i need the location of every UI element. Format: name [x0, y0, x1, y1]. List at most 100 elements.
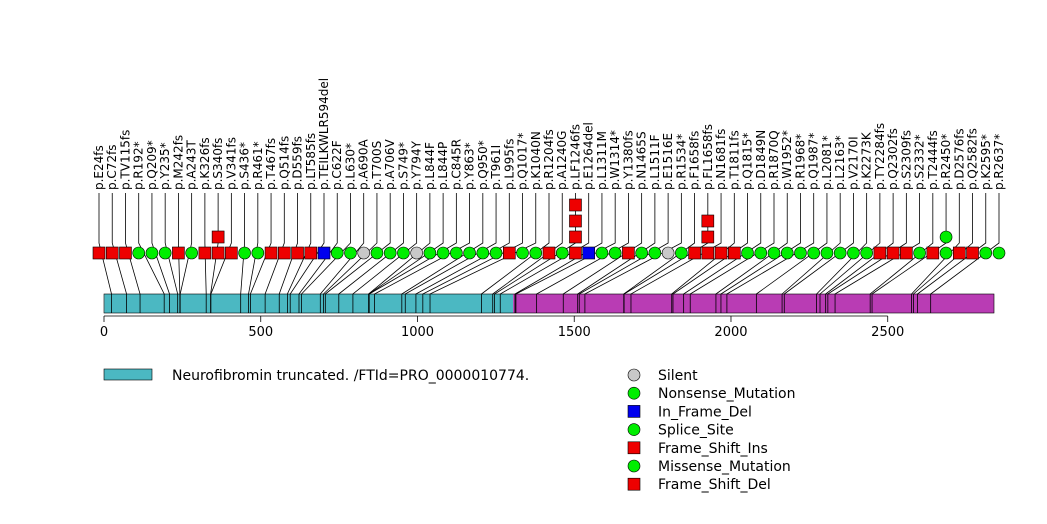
mutation-label: p.N1465S: [635, 131, 649, 190]
mutation-marker: [913, 246, 926, 260]
mutation-marker: [886, 246, 900, 260]
mutation-marker: [489, 246, 503, 260]
legend-swatch: [627, 477, 641, 491]
protein-domain: [513, 294, 994, 313]
legend-label: In_Frame_Del: [658, 404, 752, 420]
mutation-label: p.S436*: [238, 142, 252, 190]
mutation-marker: [251, 246, 265, 260]
mutation-marker: [582, 246, 596, 260]
protein-track-outline: [103, 293, 995, 314]
mutation-label: p.Y235*: [158, 142, 172, 190]
mutation-label: p.T1811fs: [727, 130, 741, 190]
mutation-label: p.S749*: [396, 142, 410, 190]
mutation-markers: [92, 198, 1006, 260]
mutation-label: p.A1240G: [555, 131, 569, 190]
mutation-label: p.A690A: [357, 138, 371, 190]
mutation-marker: [436, 246, 450, 260]
mutation-marker: [661, 246, 675, 260]
mutation-label: p.R1968*: [793, 134, 807, 190]
mutation-marker: [304, 246, 318, 260]
mutation-label: p.T467fs: [264, 138, 278, 190]
mutation-marker: [145, 246, 159, 260]
mutation-label: p.K326fs: [198, 137, 212, 190]
mutation-marker: [622, 246, 635, 260]
mutation-label: p.C72fs: [105, 144, 119, 190]
mutation-label: p.T700S: [370, 141, 384, 190]
mutation-marker: [423, 246, 437, 260]
mutation-label: p.Y1380fs: [621, 130, 635, 190]
mutation-marker: [860, 246, 873, 260]
mutation-label: p.S2332*: [913, 134, 927, 190]
mutation-marker: [569, 230, 582, 244]
mutation-marker: [873, 246, 887, 260]
legend-swatch: [627, 441, 641, 455]
mutation-marker: [595, 246, 609, 260]
mutation-marker: [463, 246, 476, 260]
mutation-label: p.LF1246fs: [568, 124, 582, 190]
mutation-marker: [979, 246, 993, 260]
mutation-label: p.R2450*: [939, 134, 953, 190]
mutation-labels: p.E24fs p.C72fs p.TV115fs p.R192* p.Q209* p.Y…: [92, 78, 1006, 190]
mutation-marker: [608, 246, 622, 260]
mutation-marker: [701, 230, 715, 244]
mutation-label: p.C622F: [330, 140, 344, 190]
mutation-marker: [754, 246, 768, 260]
mutation-label: p.F1658fs: [688, 131, 702, 190]
mutation-marker: [900, 246, 913, 260]
mutation-label: p.LT585fs: [304, 133, 318, 190]
mutation-label: p.R2637*: [992, 134, 1006, 190]
mutation-label: p.Q1017*: [516, 133, 530, 190]
mutation-label: p.C845R: [449, 139, 463, 190]
mutation-marker: [397, 246, 410, 260]
mutation-marker: [780, 246, 794, 260]
mutation-marker: [820, 246, 834, 260]
mutation-marker: [701, 246, 715, 260]
mutation-label: p.R1870Q: [767, 130, 781, 190]
mutation-marker: [357, 246, 371, 260]
mutation-label: p.Q514fs: [277, 136, 291, 190]
mutation-label: p.N1681fs: [714, 129, 728, 190]
mutation-label: p.A706V: [383, 138, 397, 190]
mutation-label: p.Q2302fs: [886, 128, 900, 190]
mutation-marker: [132, 246, 146, 260]
mutation-marker: [939, 246, 953, 260]
x-tick-label: 2500: [871, 325, 904, 340]
mutation-label: p.L630*: [343, 143, 357, 190]
mutation-marker: [555, 246, 569, 260]
mutation-label: p.L1511F: [648, 134, 662, 190]
mutation-label: p.Q1815*: [741, 133, 755, 190]
mutation-marker: [542, 246, 556, 260]
mutation-marker: [569, 246, 582, 260]
mutation-marker: [952, 246, 966, 260]
mutation-label: p.K1040N: [529, 131, 543, 190]
protein-domain: [104, 294, 514, 313]
mutation-marker: [833, 246, 847, 260]
x-tick-label: 500: [248, 325, 273, 340]
mutation-marker: [291, 246, 304, 260]
mutation-label: p.Q1987*: [807, 133, 821, 190]
mutation-marker: [119, 246, 132, 260]
mutation-label: p.M242fs: [171, 135, 185, 190]
legend-swatch: [627, 459, 641, 473]
mutation-label: p.TY2284fs: [873, 123, 887, 190]
mutation-label: p.Q209*: [145, 140, 159, 190]
mutation-marker: [992, 246, 1006, 260]
mutation-label: p.D1849N: [754, 130, 768, 190]
mutation-marker: [648, 246, 662, 260]
mutation-marker: [476, 246, 490, 260]
mutation-marker: [158, 246, 172, 260]
legend-domain-swatch: [103, 368, 153, 381]
legend-swatch: [627, 368, 641, 382]
legend-swatch: [627, 386, 641, 400]
mutation-marker: [569, 198, 582, 212]
mutation-marker: [529, 246, 543, 260]
legend-swatch: [627, 423, 641, 436]
mutation-marker: [344, 246, 357, 260]
mutation-marker: [794, 246, 807, 260]
mutation-marker: [675, 246, 688, 260]
mutation-marker: [211, 246, 225, 260]
mutation-label: p.Q2582fs: [966, 128, 980, 190]
mutation-marker: [966, 246, 979, 260]
mutation-label: p.K2595*: [979, 134, 993, 190]
mutation-label: p.D2576fs: [952, 128, 966, 190]
